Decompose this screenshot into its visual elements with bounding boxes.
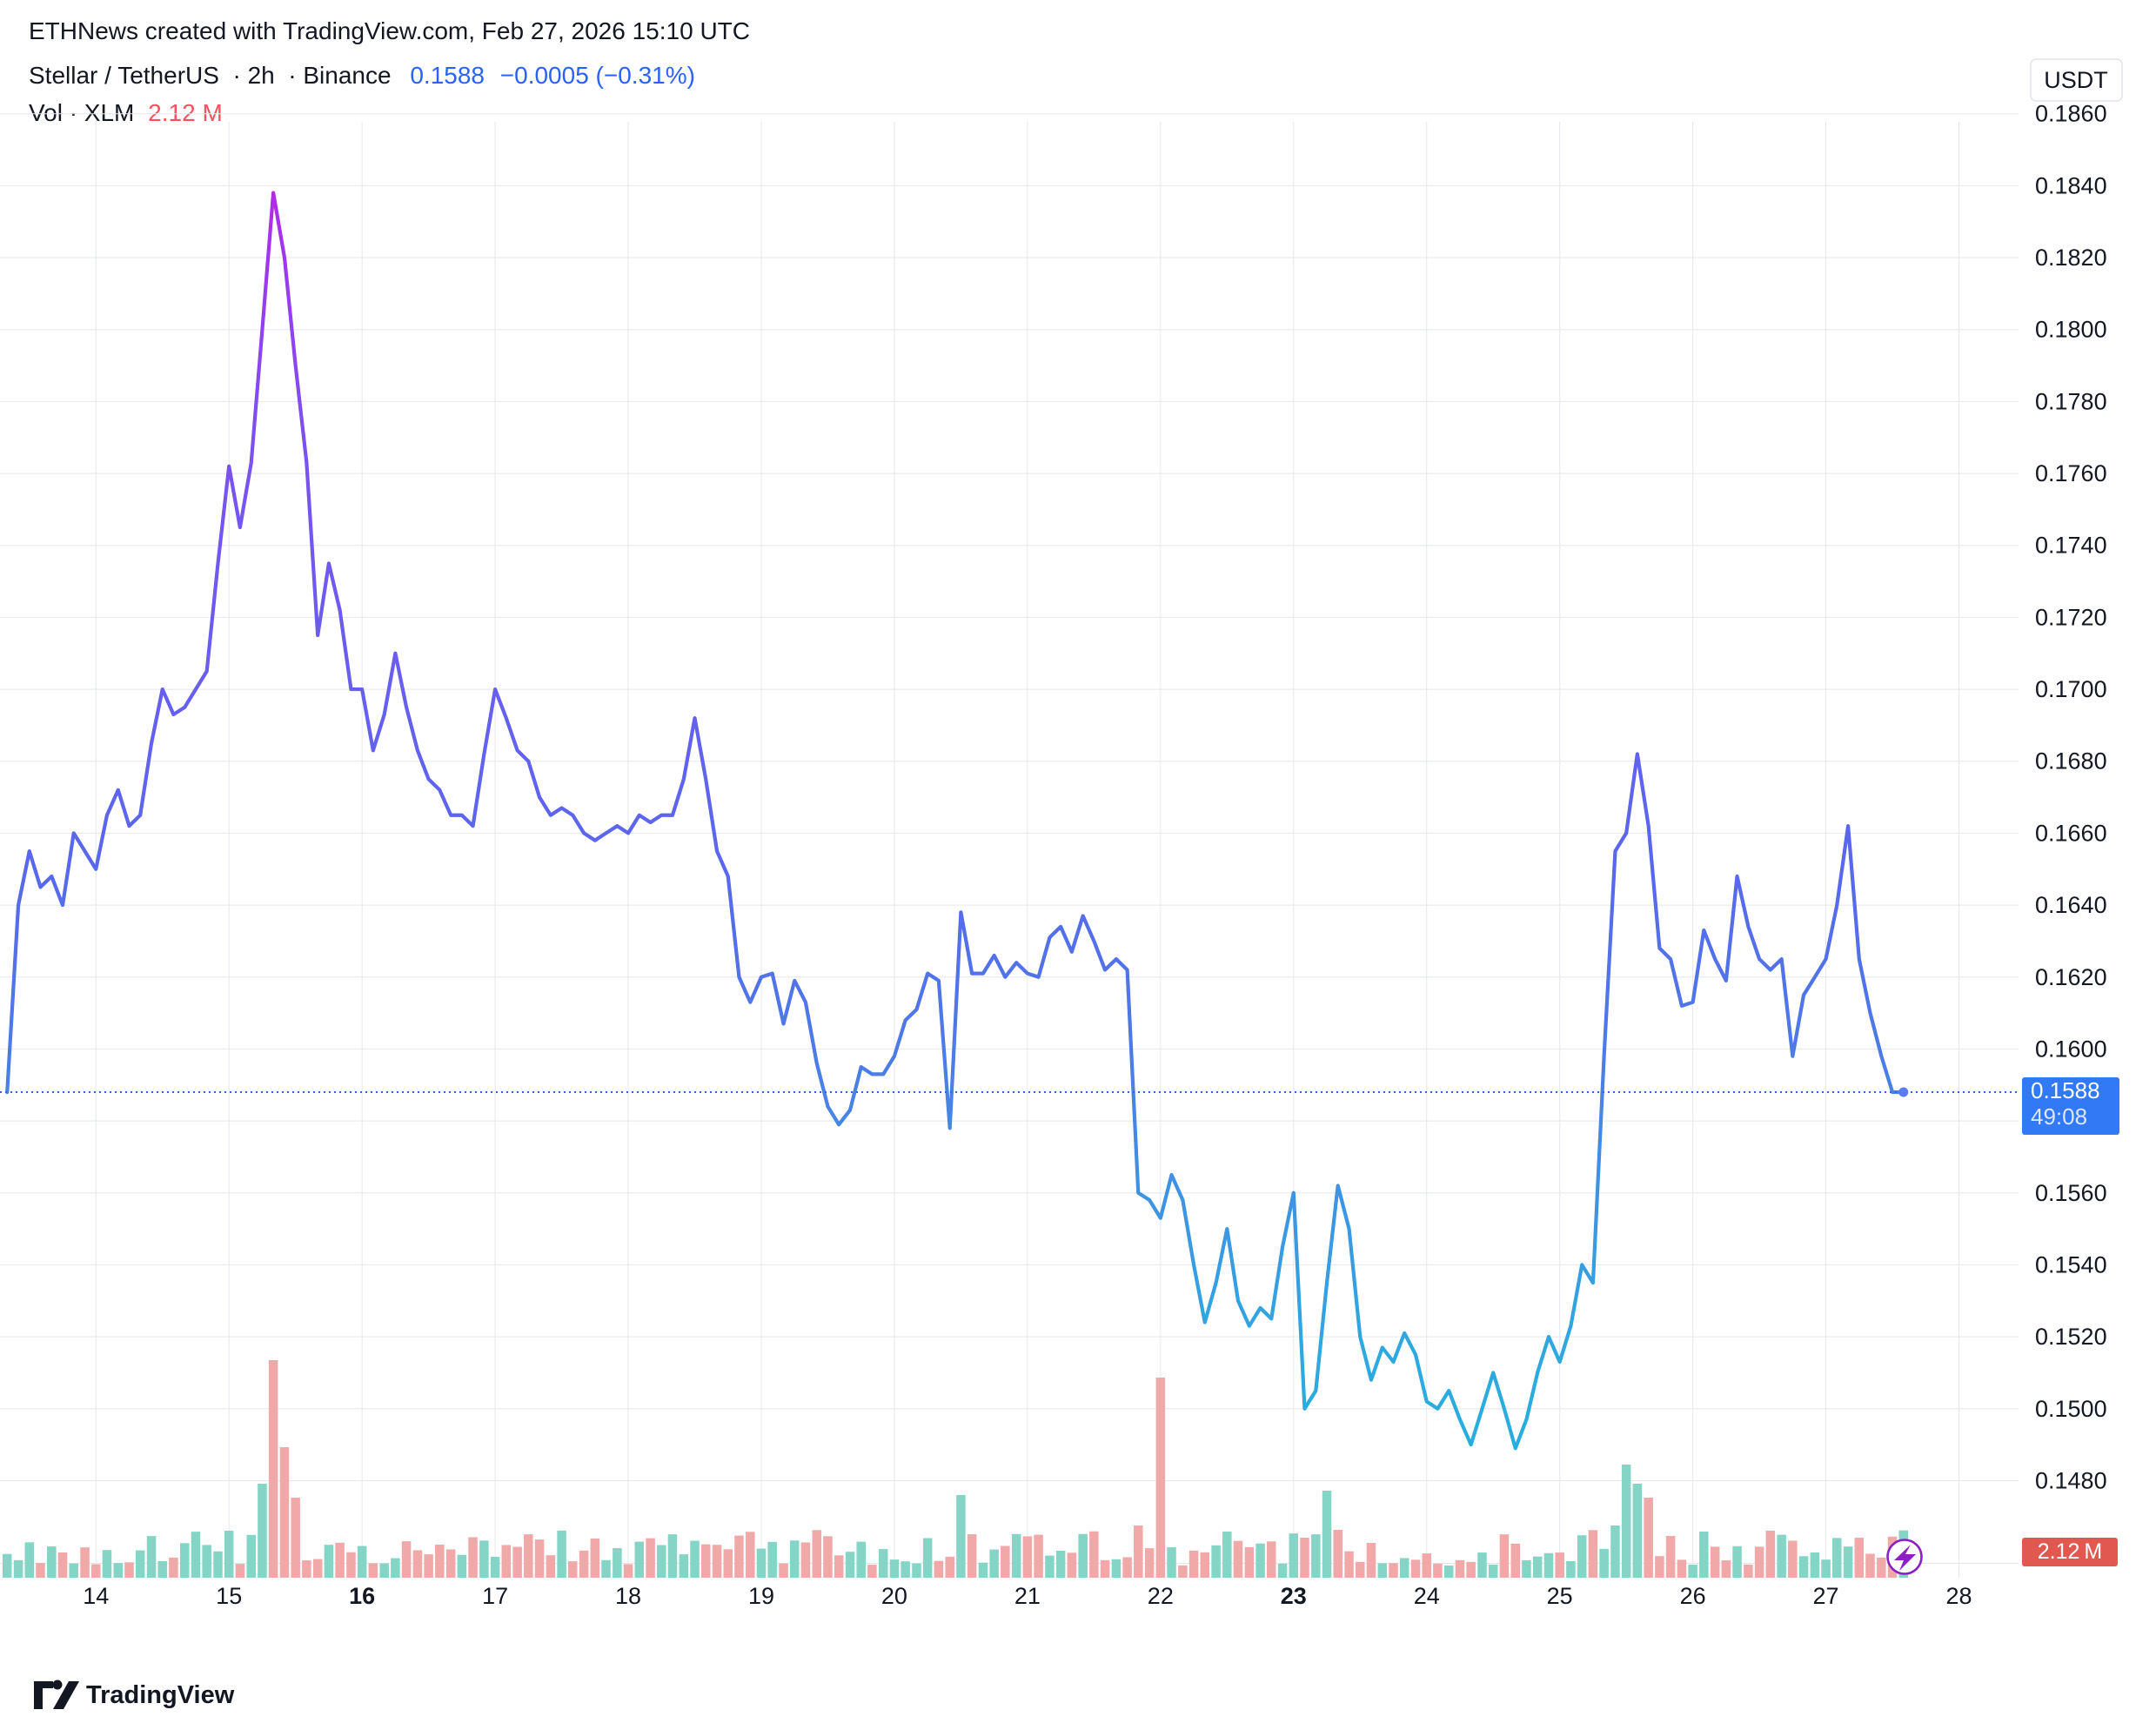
svg-text:20: 20 xyxy=(881,1583,907,1609)
svg-text:18: 18 xyxy=(615,1583,641,1609)
svg-text:0.1800: 0.1800 xyxy=(2035,317,2107,343)
svg-text:0.1540: 0.1540 xyxy=(2035,1251,2107,1277)
svg-text:22: 22 xyxy=(1148,1583,1174,1609)
svg-text:21: 21 xyxy=(1014,1583,1041,1609)
svg-text:0.1820: 0.1820 xyxy=(2035,245,2107,271)
svg-text:0.1560: 0.1560 xyxy=(2035,1180,2107,1206)
svg-text:19: 19 xyxy=(748,1583,774,1609)
svg-text:23: 23 xyxy=(1281,1583,1307,1609)
svg-text:24: 24 xyxy=(1414,1583,1440,1609)
svg-text:0.1588: 0.1588 xyxy=(2031,1077,2100,1103)
svg-text:27: 27 xyxy=(1813,1583,1839,1609)
svg-text:0.1720: 0.1720 xyxy=(2035,604,2107,630)
svg-text:17: 17 xyxy=(482,1583,508,1609)
svg-text:0.1500: 0.1500 xyxy=(2035,1396,2107,1422)
svg-text:0.1620: 0.1620 xyxy=(2035,964,2107,990)
svg-text:28: 28 xyxy=(1945,1583,1972,1609)
svg-text:TradingView: TradingView xyxy=(86,1681,235,1709)
svg-text:16: 16 xyxy=(349,1583,375,1609)
svg-text:0.1840: 0.1840 xyxy=(2035,172,2107,198)
svg-text:15: 15 xyxy=(216,1583,242,1609)
svg-text:USDT: USDT xyxy=(2044,67,2108,93)
svg-text:0.1640: 0.1640 xyxy=(2035,892,2107,918)
svg-text:0.1780: 0.1780 xyxy=(2035,388,2107,414)
svg-text:0.1740: 0.1740 xyxy=(2035,533,2107,559)
svg-text:0.1660: 0.1660 xyxy=(2035,820,2107,846)
svg-text:26: 26 xyxy=(1680,1583,1706,1609)
svg-text:25: 25 xyxy=(1547,1583,1573,1609)
svg-text:14: 14 xyxy=(83,1583,109,1609)
svg-text:0.1480: 0.1480 xyxy=(2035,1467,2107,1493)
svg-text:0.1860: 0.1860 xyxy=(2035,101,2107,127)
svg-text:2.12 M: 2.12 M xyxy=(2038,1539,2103,1564)
svg-text:0.1680: 0.1680 xyxy=(2035,748,2107,774)
svg-text:0.1520: 0.1520 xyxy=(2035,1324,2107,1350)
svg-text:49:08: 49:08 xyxy=(2031,1103,2087,1130)
svg-text:0.1700: 0.1700 xyxy=(2035,676,2107,702)
svg-text:0.1760: 0.1760 xyxy=(2035,460,2107,486)
svg-text:0.1600: 0.1600 xyxy=(2035,1036,2107,1062)
